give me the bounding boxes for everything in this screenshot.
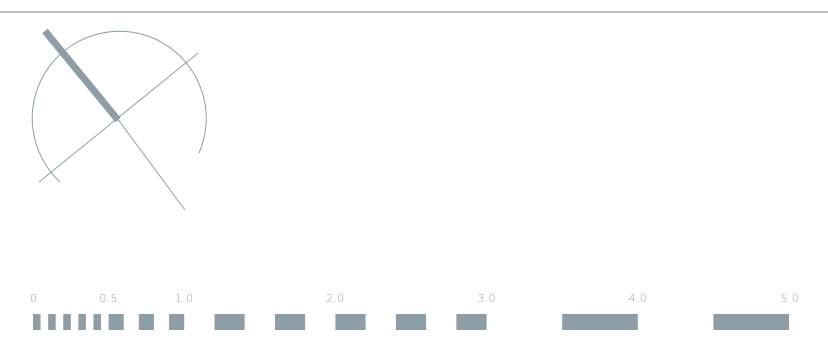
scale-label: 3.0 <box>477 292 495 305</box>
scale-label: 0.5 <box>99 292 117 305</box>
glyph-long-line <box>116 117 186 211</box>
scale-label: 1.0 <box>175 292 193 305</box>
scale-segment <box>395 314 427 330</box>
scale-segment <box>78 314 86 330</box>
scale-label: 0 <box>30 292 37 305</box>
glyph-hand <box>42 28 121 123</box>
scale-segment <box>108 314 124 330</box>
scale-label: 2.0 <box>326 292 344 305</box>
scale-segment <box>274 314 306 330</box>
scale-segment <box>33 314 41 330</box>
scale-segment <box>169 314 185 330</box>
scale-segment <box>63 314 71 330</box>
scale-segment <box>335 314 366 330</box>
scale-label: 5.0 <box>781 292 799 305</box>
glyph-arc <box>31 30 207 183</box>
scale-label: 4.0 <box>629 292 647 305</box>
scale-segment <box>48 314 56 330</box>
orientation-glyph <box>31 28 207 211</box>
scale-segment <box>562 314 638 330</box>
scale-segment <box>214 314 245 330</box>
scale-segment <box>138 314 154 330</box>
scale-segment <box>93 314 102 330</box>
scale-labels: 0 0.5 1.0 2.0 3.0 4.0 5.0 <box>30 292 799 305</box>
scale-segment <box>713 314 789 330</box>
scale-segments <box>33 314 789 330</box>
scale-segment <box>456 314 487 330</box>
